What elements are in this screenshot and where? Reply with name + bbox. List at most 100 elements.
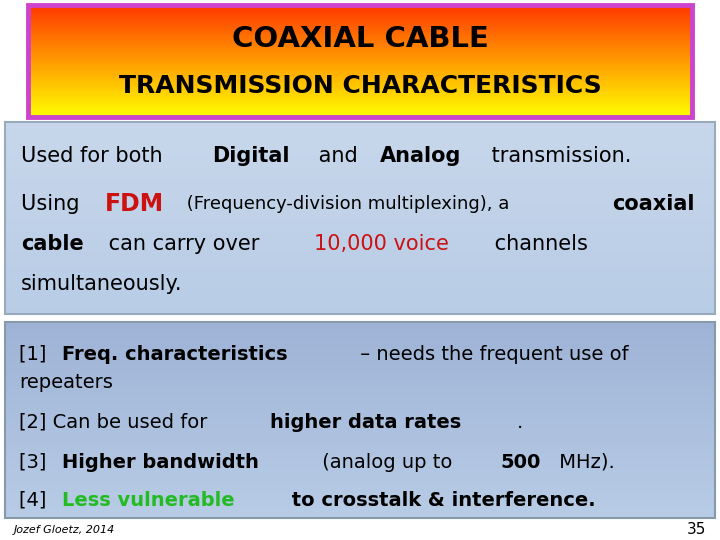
Bar — [5, 322, 715, 518]
Bar — [28, 89, 692, 91]
Bar — [28, 52, 692, 53]
Bar — [28, 5, 692, 6]
Bar — [5, 502, 715, 505]
Bar — [5, 225, 715, 228]
Bar — [28, 15, 692, 17]
Bar — [5, 387, 715, 391]
Bar — [5, 328, 715, 332]
Bar — [5, 221, 715, 225]
Bar — [28, 8, 692, 10]
Bar — [28, 29, 692, 30]
Text: Using: Using — [21, 194, 86, 214]
Bar — [5, 414, 715, 417]
Bar — [28, 78, 692, 79]
Text: Less vulnerable: Less vulnerable — [63, 490, 235, 510]
Bar — [5, 443, 715, 447]
Bar — [28, 22, 692, 23]
Bar — [5, 308, 715, 311]
Bar — [28, 103, 692, 104]
Bar — [5, 348, 715, 352]
Bar — [28, 31, 692, 32]
Bar — [5, 183, 715, 186]
Text: to crosstalk & interference.: to crosstalk & interference. — [285, 490, 595, 510]
Bar — [28, 77, 692, 78]
Bar — [28, 76, 692, 77]
Bar — [28, 75, 692, 76]
Bar — [28, 23, 692, 24]
Bar — [5, 218, 715, 222]
Bar — [28, 106, 692, 107]
Bar — [5, 322, 715, 326]
Bar — [5, 205, 715, 209]
Bar — [28, 42, 692, 44]
Bar — [5, 160, 715, 164]
Bar — [28, 28, 692, 29]
Bar — [5, 446, 715, 450]
Bar — [5, 282, 715, 286]
Bar — [5, 368, 715, 372]
Bar — [5, 132, 715, 136]
Bar — [28, 69, 692, 70]
Text: Freq. characteristics: Freq. characteristics — [63, 345, 288, 363]
Bar — [5, 505, 715, 509]
Bar — [5, 364, 715, 368]
Bar — [28, 46, 692, 48]
Bar — [5, 272, 715, 276]
Bar — [5, 195, 715, 199]
Text: [2] Can be used for: [2] Can be used for — [19, 413, 214, 431]
Bar — [28, 56, 692, 57]
Bar — [28, 12, 692, 14]
Bar — [5, 489, 715, 492]
Text: COAXIAL CABLE: COAXIAL CABLE — [232, 25, 488, 52]
Bar — [5, 147, 715, 151]
Bar — [5, 208, 715, 212]
Bar — [5, 485, 715, 489]
Bar — [28, 53, 692, 55]
Text: Higher bandwidth: Higher bandwidth — [63, 453, 259, 471]
Bar — [28, 110, 692, 112]
Bar — [5, 135, 715, 138]
Bar — [5, 495, 715, 499]
Bar — [5, 231, 715, 234]
Bar — [28, 91, 692, 93]
Bar — [5, 141, 715, 145]
Bar — [5, 515, 715, 518]
Bar — [5, 377, 715, 381]
Bar — [5, 244, 715, 247]
Bar — [28, 10, 692, 11]
Bar — [5, 397, 715, 401]
Bar — [5, 355, 715, 359]
Bar — [5, 227, 715, 231]
Text: (Frequency-division multiplexing), a: (Frequency-division multiplexing), a — [181, 195, 516, 213]
Bar — [5, 157, 715, 161]
Bar — [5, 247, 715, 251]
Bar — [5, 122, 715, 126]
Bar — [5, 173, 715, 177]
Text: higher data rates: higher data rates — [270, 413, 462, 431]
Bar — [28, 90, 692, 92]
Bar — [28, 24, 692, 26]
Bar — [28, 86, 692, 87]
Bar — [28, 21, 692, 22]
Bar — [28, 62, 692, 64]
Bar — [28, 73, 692, 75]
Text: (analog up to: (analog up to — [316, 453, 459, 471]
Text: and: and — [312, 146, 364, 166]
Bar — [28, 57, 692, 58]
Bar — [28, 45, 692, 47]
Text: MHz).: MHz). — [552, 453, 614, 471]
Bar — [5, 266, 715, 269]
Bar — [28, 92, 692, 94]
Bar — [28, 108, 692, 110]
Bar — [28, 109, 692, 111]
Bar — [28, 34, 692, 36]
Bar — [5, 125, 715, 129]
Bar — [5, 325, 715, 329]
Bar — [5, 381, 715, 384]
Bar — [28, 98, 692, 99]
Bar — [5, 263, 715, 267]
Bar — [5, 256, 715, 260]
Text: TRANSMISSION CHARACTERISTICS: TRANSMISSION CHARACTERISTICS — [119, 73, 601, 98]
Text: repeaters: repeaters — [19, 373, 113, 392]
Bar — [28, 64, 692, 66]
